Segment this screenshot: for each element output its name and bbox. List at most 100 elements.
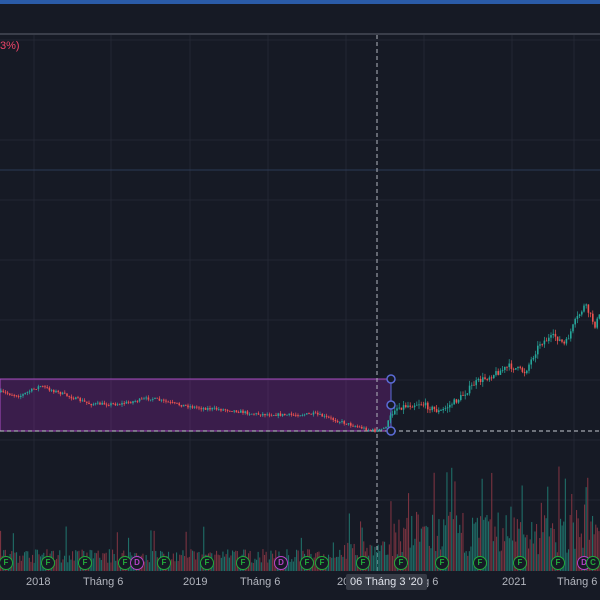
volume-bar <box>590 521 592 571</box>
candle-body <box>297 415 299 417</box>
volume-bar <box>192 550 194 571</box>
candle-body <box>530 359 532 365</box>
candle-body <box>273 415 275 416</box>
volume-bar <box>220 557 222 571</box>
event-marker-f[interactable]: F <box>200 556 214 570</box>
candle-body <box>596 318 598 328</box>
volume-bar <box>417 514 419 571</box>
candle-body <box>213 407 216 409</box>
x-tick-2018: 2018 <box>26 576 51 588</box>
candle-body <box>574 318 576 325</box>
volume-bar <box>460 532 462 571</box>
volume-bar <box>94 552 96 571</box>
candle-body <box>358 426 361 428</box>
volume-bar <box>585 487 587 571</box>
candle-body <box>347 423 350 425</box>
event-marker-f[interactable]: F <box>41 556 55 570</box>
volume-bar <box>443 519 445 571</box>
candle-body <box>187 405 189 408</box>
candle-body <box>517 366 519 369</box>
candle-body <box>169 402 172 403</box>
event-marker-f[interactable]: F <box>236 556 250 570</box>
volume-bar <box>464 552 466 571</box>
event-marker-f[interactable]: F <box>551 556 565 570</box>
candle-body <box>248 413 251 415</box>
event-marker-f[interactable]: F <box>435 556 449 570</box>
candle-body <box>163 399 165 401</box>
volume-bar <box>65 526 67 571</box>
volume-bar <box>337 556 339 571</box>
event-marker-f[interactable]: F <box>513 556 527 570</box>
candle-body <box>581 311 583 315</box>
volume-bar <box>416 511 418 571</box>
candle-body <box>11 394 13 396</box>
candle-body <box>587 304 590 313</box>
event-marker-f[interactable]: F <box>315 556 329 570</box>
volume-bar <box>596 527 598 571</box>
candle-body <box>374 429 376 432</box>
event-marker-f[interactable]: F <box>0 556 13 570</box>
volume-bar <box>188 556 190 571</box>
volume-bar <box>64 555 66 571</box>
candle-body <box>108 405 110 406</box>
event-marker-f[interactable]: F <box>300 556 314 570</box>
volume-bar <box>499 551 501 571</box>
volume-bar <box>12 533 14 571</box>
volume-bar <box>334 557 336 571</box>
volume-bar <box>344 545 346 571</box>
candle-body <box>420 404 422 406</box>
volume-bar <box>230 555 232 571</box>
candle-body <box>471 384 473 386</box>
candle-body <box>433 406 436 410</box>
event-marker-f[interactable]: F <box>356 556 370 570</box>
candle-body <box>508 363 510 368</box>
candle-body <box>110 403 112 406</box>
candle-body <box>541 344 543 346</box>
candle-body <box>13 395 15 396</box>
event-marker-f[interactable]: F <box>78 556 92 570</box>
volume-bar <box>560 518 562 571</box>
event-marker-c[interactable]: C <box>586 556 600 570</box>
candle-body <box>50 390 53 391</box>
volume-bar <box>502 528 504 571</box>
volume-bar <box>392 555 394 571</box>
candle-body <box>385 427 387 429</box>
event-marker-f[interactable]: F <box>394 556 408 570</box>
x-tick-2021: 2021 <box>502 576 527 588</box>
candle-body <box>523 371 526 374</box>
candle-body <box>490 377 493 379</box>
candle-body <box>224 409 227 411</box>
candle-body <box>174 402 176 404</box>
x-axis-background <box>0 571 600 600</box>
volume-bar <box>147 560 149 571</box>
volume-bar <box>494 526 496 571</box>
volume-bar <box>491 472 493 571</box>
candle-body <box>33 388 35 390</box>
candle-body <box>9 393 11 395</box>
candle-body <box>565 338 568 344</box>
candle-body <box>182 404 185 407</box>
candle-body <box>200 408 202 410</box>
candle-body <box>20 395 22 397</box>
candle-body <box>407 405 409 408</box>
volume-bar <box>289 561 291 571</box>
volume-bar <box>329 557 331 571</box>
volume-bar <box>297 550 299 571</box>
event-marker-f[interactable]: F <box>157 556 171 570</box>
candle-body <box>53 390 55 393</box>
event-marker-d[interactable]: D <box>130 556 144 570</box>
volume-bar <box>252 562 254 571</box>
volume-bar <box>529 539 531 571</box>
candle-body <box>512 368 515 370</box>
event-marker-d[interactable]: D <box>274 556 288 570</box>
candle-body <box>539 344 541 346</box>
volume-bar <box>20 560 22 571</box>
volume-bar <box>340 554 342 571</box>
volume-bar <box>537 554 539 571</box>
volume-bar <box>360 521 362 571</box>
volume-bar <box>150 530 152 571</box>
event-marker-f[interactable]: F <box>473 556 487 570</box>
volume-bar <box>222 551 224 571</box>
candle-body <box>266 414 268 416</box>
